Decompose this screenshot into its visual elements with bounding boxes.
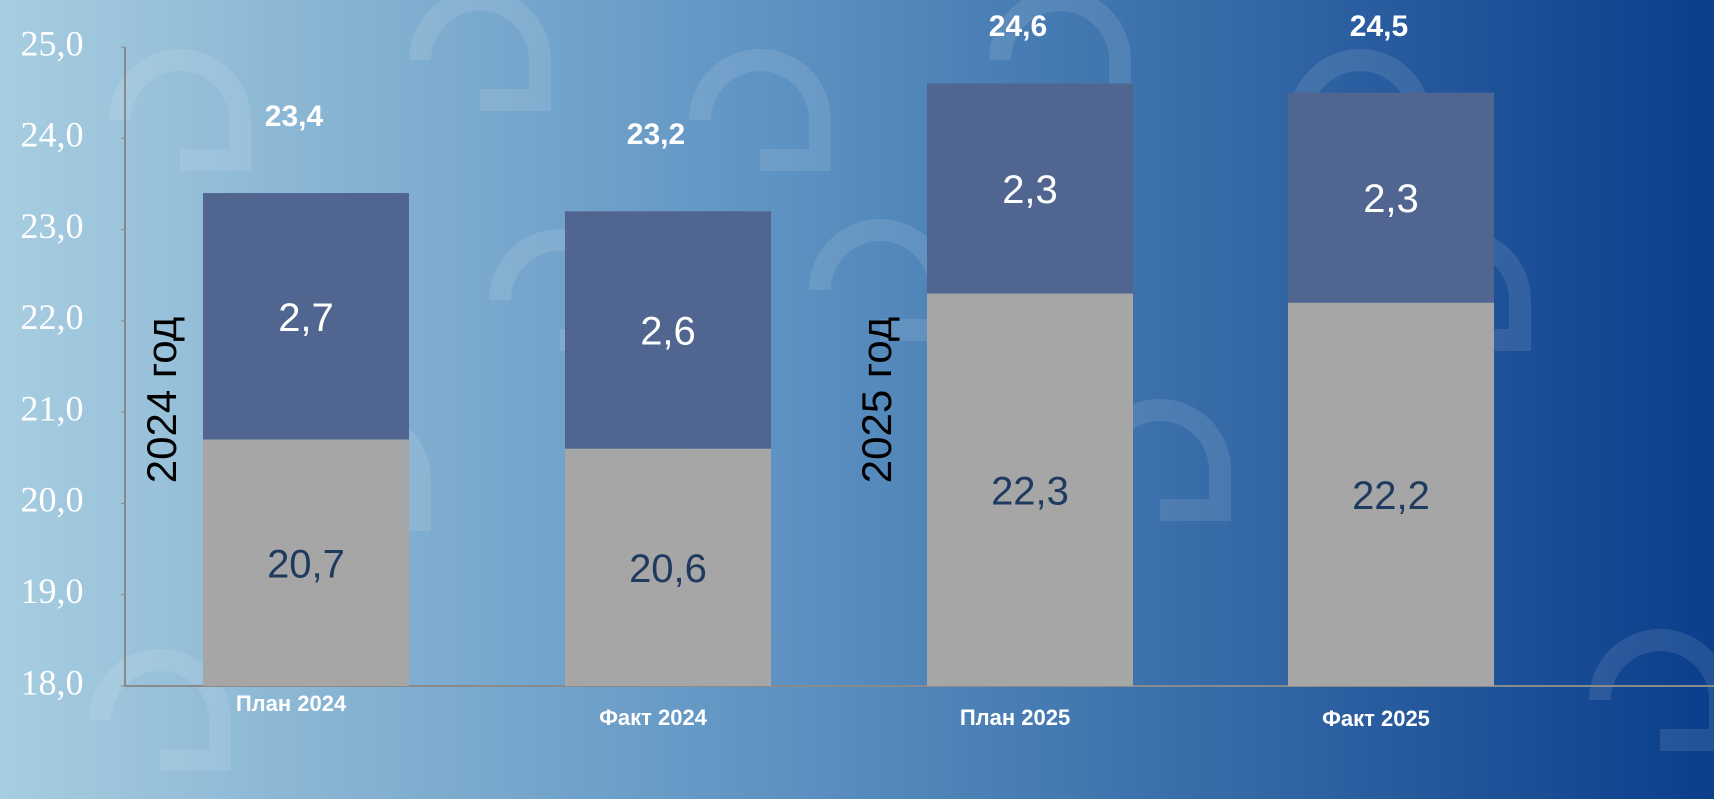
segment-label: 2,7 (278, 296, 334, 340)
total-label: 24,5 (1350, 10, 1408, 43)
y-tick-label: 25,0 (21, 23, 84, 63)
bar-segment (1288, 302, 1494, 686)
y-tick-label: 24,0 (21, 115, 84, 155)
annotation: 2025 год (853, 317, 900, 483)
y-tick-label: 22,0 (21, 297, 84, 337)
y-tick-label: 20,0 (21, 480, 84, 520)
total-label: 23,4 (265, 100, 324, 133)
x-tick-label: План 2024 (236, 691, 347, 716)
bar-segment (565, 211, 771, 449)
bar-segment (1288, 92, 1494, 303)
y-tick-label: 19,0 (21, 571, 84, 611)
bar-segment (927, 293, 1133, 686)
segment-label: 22,3 (991, 469, 1069, 513)
segment-label: 2,3 (1363, 177, 1419, 221)
bar-segment (203, 193, 409, 440)
y-tick-label: 21,0 (21, 388, 84, 428)
segment-label: 20,6 (629, 547, 707, 591)
total-label: 23,2 (627, 118, 685, 151)
segment-label: 2,3 (1002, 168, 1058, 212)
bar-segment (565, 448, 771, 686)
x-tick-label: План 2025 (960, 705, 1070, 730)
segment-label: 22,2 (1352, 474, 1430, 518)
segment-label: 20,7 (267, 542, 345, 586)
total-label: 24,6 (989, 10, 1047, 43)
bar-segment (203, 439, 409, 686)
x-tick-label: Факт 2024 (599, 705, 708, 730)
annotation: 2024 год (138, 317, 185, 483)
y-tick-label: 18,0 (21, 662, 84, 702)
segment-label: 2,6 (640, 310, 696, 354)
x-tick-label: Факт 2025 (1322, 706, 1430, 731)
bar-segment (927, 83, 1133, 294)
y-tick-label: 23,0 (21, 206, 84, 246)
